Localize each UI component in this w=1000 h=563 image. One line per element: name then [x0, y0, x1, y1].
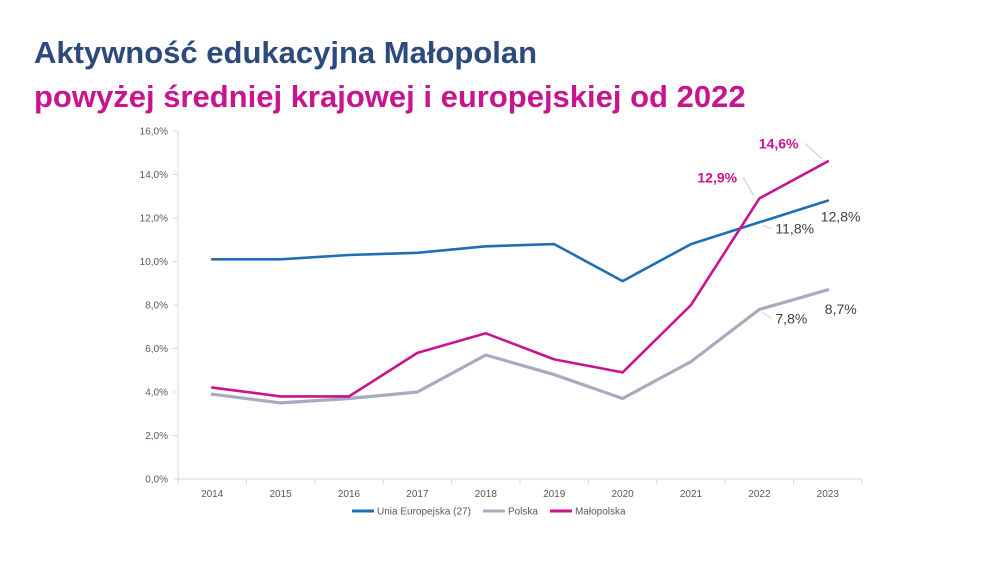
legend-label: Małopolska [575, 507, 626, 518]
x-tick-label: 2019 [543, 489, 566, 500]
x-tick-label: 2017 [406, 489, 429, 500]
y-tick-label: 2,0% [145, 431, 168, 442]
data-label: 8,7% [825, 301, 857, 317]
data-label: 7,8% [775, 310, 807, 326]
x-tick-label: 2021 [680, 489, 703, 500]
y-tick-label: 12,0% [140, 214, 168, 225]
x-tick-label: 2016 [338, 489, 361, 500]
y-tick-label: 10,0% [140, 257, 168, 268]
data-label: 12,9% [697, 169, 737, 185]
annotation-leader [743, 177, 754, 196]
y-tick-label: 0,0% [145, 475, 168, 486]
legend-label: Unia Europejska (27) [377, 507, 471, 518]
x-tick-label: 2023 [817, 489, 840, 500]
x-tick-label: 2014 [201, 489, 224, 500]
legend-label: Polska [508, 507, 538, 518]
y-tick-label: 14,0% [140, 170, 168, 181]
x-tick-label: 2020 [611, 489, 634, 500]
x-tick-label: 2015 [269, 489, 292, 500]
annotation-leader [762, 312, 772, 319]
x-tick-label: 2018 [475, 489, 498, 500]
y-tick-label: 16,0% [140, 127, 168, 138]
series-line-unia-europejska-27 [210, 199, 830, 283]
y-tick-label: 8,0% [145, 301, 168, 312]
title-line-1: Aktywność edukacyjna Małopolan [34, 35, 538, 70]
series-line-polska [210, 288, 830, 405]
x-tick-label: 2022 [748, 489, 771, 500]
y-tick-label: 6,0% [145, 344, 168, 355]
y-tick-label: 4,0% [145, 388, 168, 399]
title-line-2: powyżej średniej krajowej i europejskiej… [34, 79, 746, 114]
data-label: 12,8% [821, 209, 861, 225]
annotation-leader [762, 224, 772, 229]
data-label: 11,8% [775, 220, 814, 236]
data-label: 14,6% [759, 135, 799, 151]
annotation-leader [804, 143, 823, 159]
series-line-ma-opolska [210, 160, 830, 398]
